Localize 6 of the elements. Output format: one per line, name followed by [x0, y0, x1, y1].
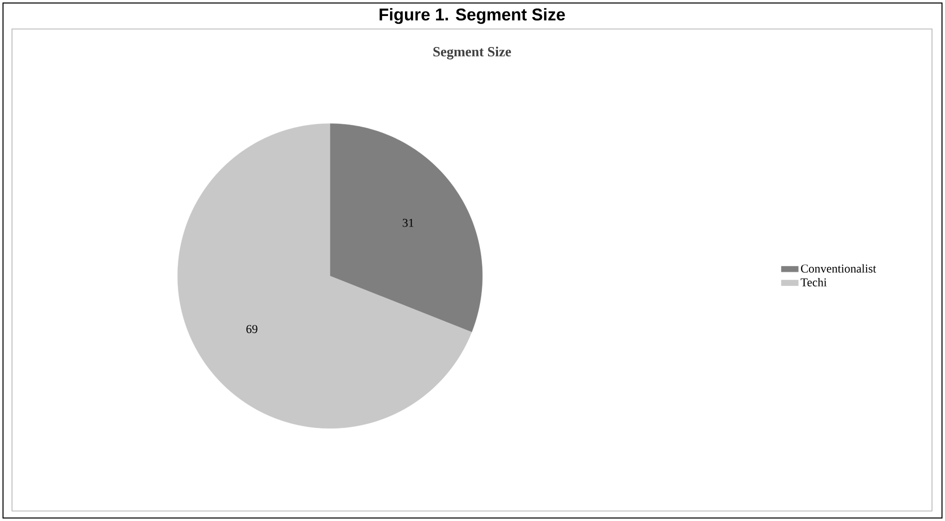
chart-subtitle: Segment Size [433, 46, 511, 60]
legend-label: Conventionalist [800, 264, 876, 273]
data-label: 69 [246, 325, 258, 334]
data-label: 31 [402, 218, 414, 227]
legend-label: Techi [800, 278, 827, 286]
chart-title: Figure 1. Segment Size [380, 8, 565, 24]
